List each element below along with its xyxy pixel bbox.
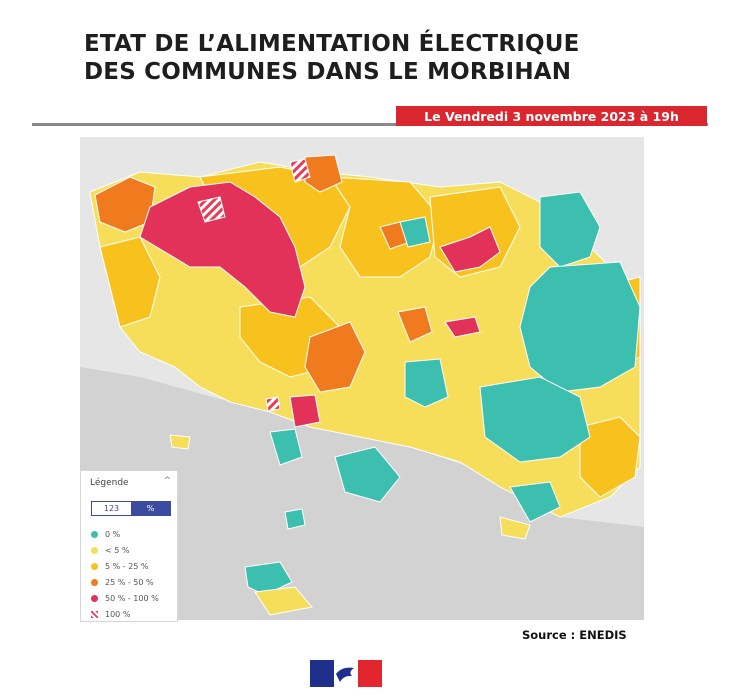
legend-item-100: 100 %	[91, 606, 159, 622]
region-0-east-large[interactable]	[519, 261, 641, 393]
date-badge: Le Vendredi 3 novembre 2023 à 19h	[396, 106, 707, 126]
legend-item-0: 0 %	[91, 526, 159, 542]
region-0-south-east[interactable]	[479, 376, 591, 463]
marianne-profile-icon	[336, 667, 354, 682]
legend-label: < 5 %	[105, 545, 130, 555]
region-50-100-north-east[interactable]	[439, 226, 501, 273]
map-frame[interactable]	[80, 137, 644, 620]
region-0-east-interior[interactable]	[539, 191, 601, 268]
legend-item-under-5: < 5 %	[91, 542, 159, 558]
toggle-count-option[interactable]: 123	[92, 502, 131, 515]
toggle-percent-option[interactable]: %	[131, 502, 170, 515]
region-0-small-island[interactable]	[284, 508, 306, 530]
legend-swatch-hatched	[91, 610, 98, 618]
chevron-up-icon[interactable]: ^	[163, 476, 171, 486]
region-100-south[interactable]	[265, 396, 281, 412]
logo-blue-band	[310, 660, 334, 687]
region-0-island[interactable]	[244, 561, 293, 596]
region-50-100-east[interactable]	[444, 316, 481, 338]
source-credit: Source : ENEDIS	[522, 628, 627, 642]
region-50-100-north-west[interactable]	[139, 181, 306, 318]
legend-label: 50 % - 100 %	[105, 593, 159, 603]
region-under5-islet[interactable]	[169, 434, 191, 450]
region-25-50-centre[interactable]	[304, 321, 366, 393]
legend-unit-toggle[interactable]: 123 %	[91, 501, 171, 516]
region-under5-peninsula[interactable]	[499, 516, 531, 540]
legend-label: 5 % - 25 %	[105, 561, 149, 571]
page-title: ETAT DE L’ALIMENTATION ÉLECTRIQUE DES CO…	[84, 30, 580, 86]
title-line-1: ETAT DE L’ALIMENTATION ÉLECTRIQUE	[84, 31, 580, 57]
legend-swatch-yellow	[91, 562, 98, 570]
legend-items: 0 % < 5 % 5 % - 25 % 25 % - 50 % 50 % - …	[91, 526, 159, 622]
legend-heading: Légende	[90, 478, 129, 488]
choropleth-map[interactable]	[80, 137, 644, 620]
region-0-centre[interactable]	[404, 358, 449, 408]
region-50-100-south[interactable]	[289, 394, 321, 428]
region-under5-island-south[interactable]	[254, 586, 313, 616]
region-0-gulf[interactable]	[334, 446, 401, 503]
region-0-north[interactable]	[399, 216, 431, 248]
legend-swatch-light-yellow	[91, 546, 98, 554]
legend-item-25-50: 25 % - 50 %	[91, 574, 159, 590]
logo-white-band	[334, 660, 358, 687]
region-0-coast-west[interactable]	[269, 428, 303, 466]
logo-red-band	[358, 660, 382, 687]
region-100-west[interactable]	[197, 196, 226, 223]
region-25-50-east[interactable]	[397, 306, 433, 343]
title-line-2: DES COMMUNES DANS LE MORBIHAN	[84, 59, 572, 85]
legend-swatch-orange	[91, 578, 98, 586]
legend-item-5-25: 5 % - 25 %	[91, 558, 159, 574]
marianne-logo	[310, 660, 382, 687]
map-legend: Légende ^ 123 % 0 % < 5 % 5 % - 25 % 25 …	[80, 470, 178, 622]
region-0-peninsula[interactable]	[509, 481, 561, 523]
legend-label: 0 %	[105, 529, 121, 539]
region-5-25-south-east[interactable]	[579, 416, 641, 498]
legend-label: 25 % - 50 %	[105, 577, 154, 587]
legend-swatch-red	[91, 594, 98, 602]
legend-item-50-100: 50 % - 100 %	[91, 590, 159, 606]
legend-swatch-teal	[91, 530, 98, 538]
region-100-north[interactable]	[289, 158, 311, 183]
legend-label: 100 %	[105, 609, 131, 619]
title-divider	[32, 123, 708, 126]
